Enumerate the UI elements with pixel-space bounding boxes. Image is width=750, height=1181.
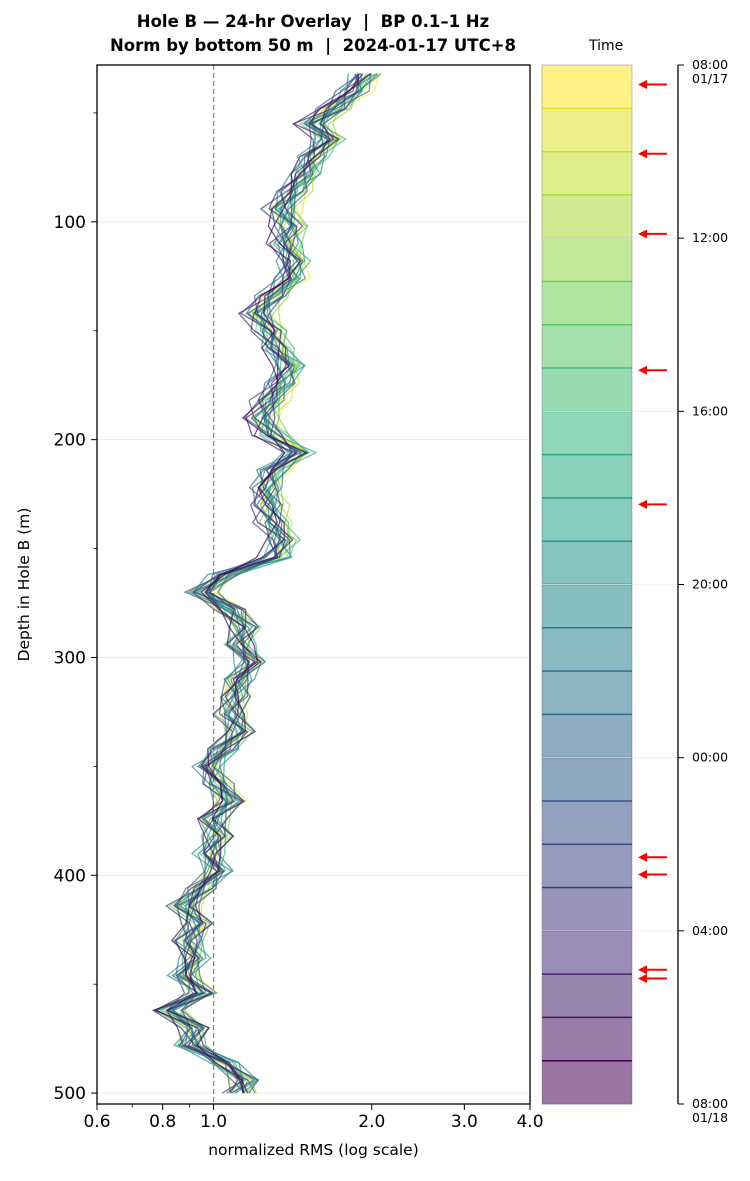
series-line [154, 73, 363, 1094]
series-line [166, 73, 349, 1094]
colorbar-segment [542, 324, 632, 369]
colorbar-segment [542, 714, 632, 758]
colorbar-label: Time [589, 38, 624, 54]
series-line [170, 73, 361, 1094]
colorbar-frame [541, 64, 633, 1105]
colorbar-segment [542, 930, 632, 975]
colorbar-segment [542, 497, 632, 542]
series-line [165, 73, 379, 1094]
x-tick-label: 1.0 [200, 1112, 227, 1132]
event-arrow-head [638, 229, 647, 239]
colorbar-tick-label: 12:00 [692, 230, 728, 245]
colorbar-axis: 08:0001/1712:0016:0020:0000:0004:0008:00… [677, 57, 728, 1125]
x-tick-label: 3.0 [451, 1112, 478, 1132]
event-arrow-head [638, 870, 647, 880]
x-axis-label: normalized RMS (log scale) [208, 1141, 419, 1159]
colorbar-segment [542, 411, 632, 455]
event-arrow-head [638, 973, 647, 983]
series-line [164, 73, 359, 1094]
colorbar-tick-sublabel: 01/17 [692, 71, 728, 86]
event-markers [638, 79, 667, 983]
colorbar-segment [542, 1060, 632, 1105]
colorbar-segment [542, 65, 632, 109]
colorbar-tick-label: 20:00 [692, 577, 728, 592]
series-line [166, 73, 360, 1094]
event-arrow-head [638, 499, 647, 509]
colorbar-tick-label: 08:00 [692, 1096, 728, 1111]
event-arrow-head [638, 149, 647, 159]
event-arrow-head [638, 852, 647, 862]
y-tick-label: 400 [54, 866, 86, 886]
series-line [151, 73, 359, 1094]
y-tick-label: 100 [54, 213, 86, 233]
colorbar-tick-label: 08:00 [692, 57, 728, 72]
colorbar-segment [542, 671, 632, 715]
x-tick-label: 2.0 [358, 1112, 385, 1132]
colorbar-segment [542, 800, 632, 845]
event-arrow-head [638, 79, 647, 89]
series-line [165, 73, 371, 1094]
y-tick-label: 200 [54, 431, 86, 451]
series-line [171, 73, 358, 1094]
chart-title-line-1: Hole B — 24-hr Overlay | BP 0.1–1 Hz [136, 12, 490, 31]
series-line [164, 73, 362, 1094]
colorbar [541, 64, 677, 1105]
colorbar-segment [542, 108, 632, 152]
grid-layer [97, 221, 530, 1094]
plot-frame [96, 64, 531, 1105]
x-tick-label: 4.0 [516, 1112, 543, 1132]
colorbar-segment [542, 974, 632, 1018]
colorbar-segment [542, 238, 632, 282]
x-tick-label: 0.6 [83, 1112, 110, 1132]
colorbar-segment [542, 887, 632, 932]
series-line [153, 73, 372, 1094]
chart-title-line-2: Norm by bottom 50 m | 2024-01-17 UTC+8 [110, 36, 516, 55]
colorbar-tick-label: 16:00 [692, 403, 728, 418]
colorbar-segment [542, 584, 632, 629]
colorbar-segment [542, 368, 632, 412]
colorbar-segment [542, 1017, 632, 1062]
colorbar-tick-label: 00:00 [692, 750, 728, 765]
colorbar-segment [542, 151, 632, 196]
colorbar-segment [542, 454, 632, 499]
colorbar-segment [542, 194, 632, 239]
colorbar-tick-sublabel: 01/18 [692, 1110, 728, 1125]
colorbar-segment [542, 627, 632, 672]
series-layer [151, 73, 382, 1094]
colorbar-segment [542, 757, 632, 802]
colorbar-segment [542, 844, 632, 888]
y-tick-label: 500 [54, 1084, 86, 1104]
event-arrow-head [638, 965, 647, 975]
axis-layer: 0.6 0.8 1.0 2.0 3.0 4.0 normalized RMS (log sc… [15, 112, 544, 1159]
colorbar-segment [542, 541, 632, 585]
event-arrow-head [638, 365, 647, 375]
colorbar-tick-label: 04:00 [692, 923, 728, 938]
y-axis-label: Depth in Hole B (m) [15, 508, 33, 662]
y-tick-label: 300 [54, 648, 86, 668]
colorbar-segment [542, 281, 632, 326]
x-tick-label: 0.8 [149, 1112, 176, 1132]
